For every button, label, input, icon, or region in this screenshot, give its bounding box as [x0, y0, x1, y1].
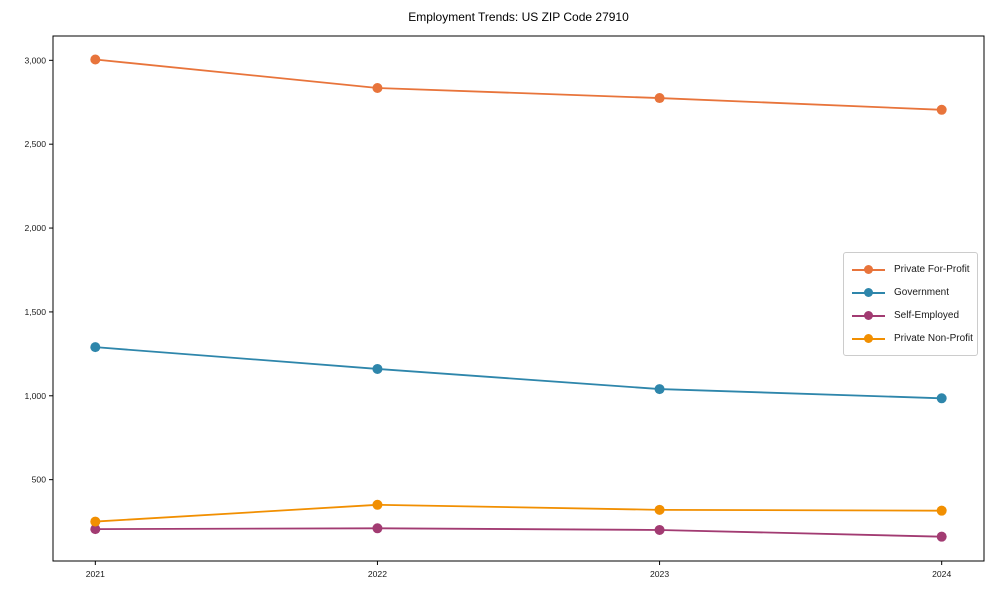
- y-tick-label: 500: [32, 475, 47, 485]
- data-point-marker: [90, 342, 101, 353]
- legend-label: Private For-Profit: [894, 264, 970, 275]
- series-line: [95, 58, 942, 111]
- legend-label: Private Non-Profit: [894, 333, 973, 344]
- data-point-marker: [372, 499, 383, 510]
- data-point-marker: [936, 393, 947, 404]
- x-tick-label: 2021: [86, 569, 105, 579]
- legend-item: Government: [852, 281, 969, 304]
- data-point-marker: [936, 104, 947, 115]
- data-point-marker: [654, 504, 665, 515]
- data-point-marker: [654, 524, 665, 535]
- y-tick-label: 1,000: [24, 391, 46, 401]
- data-point-marker: [654, 384, 665, 395]
- series-line: [95, 527, 942, 538]
- data-point-marker: [936, 505, 947, 516]
- data-point-marker: [372, 523, 383, 534]
- legend-marker-icon: [864, 265, 873, 274]
- data-point-marker: [90, 54, 101, 65]
- x-tick-label: 2024: [932, 569, 951, 579]
- legend-label: Government: [894, 287, 950, 298]
- legend-marker-icon: [864, 288, 873, 297]
- chart-title: Employment Trends: US ZIP Code 27910: [408, 10, 629, 24]
- legend-line-swatch: [852, 311, 885, 320]
- legend-item: Private Non-Profit: [852, 327, 973, 350]
- y-tick-label: 3,000: [24, 55, 46, 65]
- legend-marker-icon: [864, 334, 873, 343]
- legend-item: Self-Employed: [852, 304, 969, 327]
- x-tick-label: 2022: [368, 569, 387, 579]
- data-point-marker: [90, 524, 101, 535]
- x-tick-label: 2023: [650, 569, 669, 579]
- data-point-marker: [936, 531, 947, 542]
- y-tick-label: 1,500: [24, 307, 46, 317]
- legend-line-swatch: [852, 288, 885, 297]
- legend-marker-icon: [864, 311, 873, 320]
- legend-label: Self-Employed: [894, 310, 960, 321]
- plot-border: [52, 35, 985, 562]
- series-line: [95, 346, 942, 400]
- y-tick-label: 2,000: [24, 223, 46, 233]
- data-point-marker: [372, 363, 383, 374]
- legend-line-swatch: [852, 334, 885, 343]
- legend: Private For-Profit Government Self-Employe…: [843, 252, 978, 356]
- data-point-marker: [654, 93, 665, 104]
- y-tick-label: 2,500: [24, 139, 46, 149]
- data-point-marker: [90, 516, 101, 527]
- legend-item: Private For-Profit: [852, 258, 970, 281]
- data-point-marker: [372, 82, 383, 93]
- legend-line-swatch: [852, 265, 885, 274]
- series-line: [95, 503, 942, 523]
